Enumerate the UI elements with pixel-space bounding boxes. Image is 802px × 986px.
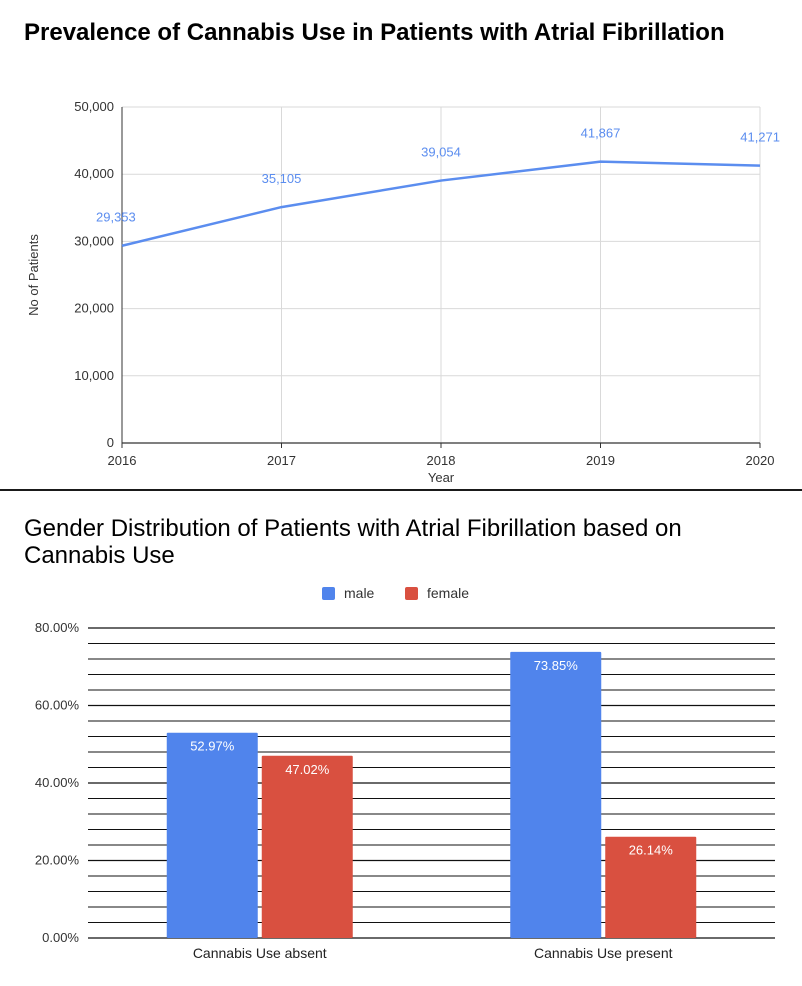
y-tick-label: 50,000 bbox=[74, 99, 114, 114]
x-tick-label: 2020 bbox=[746, 453, 775, 468]
data-label: 47.02% bbox=[285, 762, 330, 777]
legend-swatch bbox=[405, 587, 418, 600]
x-tick-label: 2018 bbox=[427, 453, 456, 468]
x-tick-label: Cannabis Use absent bbox=[193, 945, 327, 961]
y-tick-label: 20,000 bbox=[74, 301, 114, 316]
data-label: 41,867 bbox=[581, 126, 621, 141]
y-tick-label: 30,000 bbox=[74, 233, 114, 248]
data-label: 26.14% bbox=[629, 843, 674, 858]
y-tick-label: 10,000 bbox=[74, 368, 114, 383]
y-tick-label: 40,000 bbox=[74, 166, 114, 181]
legend: male female bbox=[322, 585, 469, 601]
y-tick-label: 80.00% bbox=[35, 620, 80, 635]
y-tick-label: 0.00% bbox=[42, 930, 79, 945]
data-label: 41,271 bbox=[740, 130, 780, 145]
bar-chart: 0.00% 20.00% 40.00% 60.00% 80.00% male female 5… bbox=[35, 585, 775, 961]
x-tick-label: 2016 bbox=[108, 453, 137, 468]
y-tick-label: 20.00% bbox=[35, 853, 80, 868]
y-axis-title: No of Patients bbox=[26, 234, 41, 316]
data-label: 35,105 bbox=[262, 171, 302, 186]
x-tick-label: Cannabis Use present bbox=[534, 945, 673, 961]
bar bbox=[605, 836, 697, 938]
legend-swatch bbox=[322, 587, 335, 600]
bar bbox=[166, 732, 258, 938]
bar-chart-panel: Gender Distribution of Patients with Atr… bbox=[0, 491, 802, 986]
x-axis-title: Year bbox=[428, 470, 455, 485]
y-tick-label: 0 bbox=[107, 435, 114, 450]
x-tick-label: 2019 bbox=[586, 453, 615, 468]
panel-divider bbox=[0, 489, 802, 491]
legend-label: male bbox=[344, 585, 375, 601]
data-label: 29,353 bbox=[96, 210, 136, 225]
data-label: 39,054 bbox=[421, 145, 461, 160]
bar bbox=[510, 651, 602, 938]
y-tick-label: 60.00% bbox=[35, 698, 80, 713]
data-label: 73.85% bbox=[534, 658, 579, 673]
series-line bbox=[121, 160, 761, 247]
y-tick-label: 40.00% bbox=[35, 775, 80, 790]
bar bbox=[261, 755, 353, 938]
x-tick-label: 2017 bbox=[267, 453, 296, 468]
data-label: 52.97% bbox=[190, 739, 235, 754]
line-chart: 0 10,000 20,000 30,000 40,000 50,000 2016 2017 2… bbox=[26, 99, 780, 485]
line-chart-panel: Prevalence of Cannabis Use in Patients w… bbox=[0, 0, 802, 489]
bar-chart-title: Gender Distribution of Patients with Atr… bbox=[24, 515, 682, 569]
legend-label: female bbox=[427, 585, 469, 601]
line-chart-title: Prevalence of Cannabis Use in Patients w… bbox=[24, 19, 725, 46]
